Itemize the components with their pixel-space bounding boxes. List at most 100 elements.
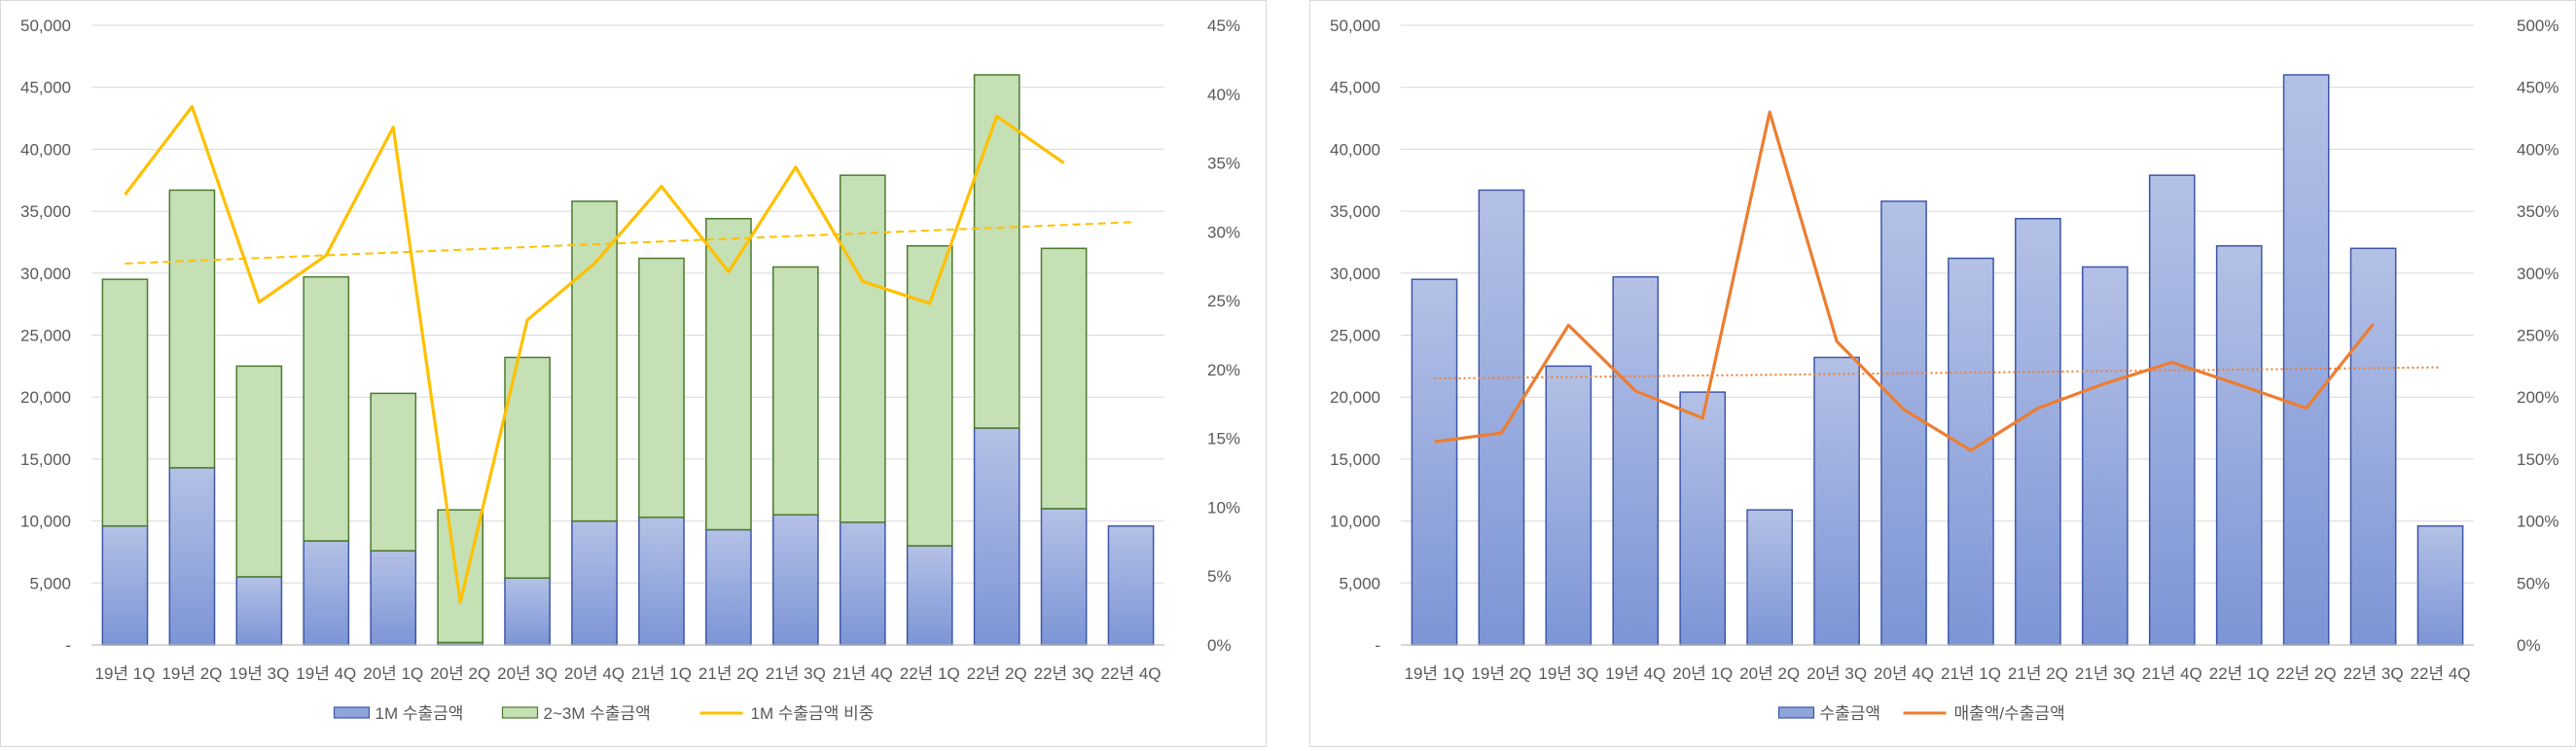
bar-secondary — [437, 509, 484, 644]
y-right-tick-label: 25% — [1207, 292, 1240, 310]
series-line — [124, 104, 1065, 604]
x-tick-label: 20년 2Q — [430, 664, 490, 683]
bar-primary — [370, 550, 417, 646]
x-tick-label: 22년 4Q — [2411, 664, 2471, 683]
chart-panel-left: - 5,000 10,000 15,000 20,000 25,000 30,000 35,0… — [0, 0, 1267, 747]
y-right-tick-label: 50% — [2517, 574, 2550, 592]
bar-secondary — [235, 365, 283, 578]
bar-secondary — [504, 356, 551, 579]
y-left-tick-label: 15,000 — [1330, 450, 1380, 469]
bar-primary — [1813, 356, 1860, 646]
y-right-tick-label: 450% — [2517, 79, 2558, 97]
y-left-tick-label: 45,000 — [1330, 79, 1380, 97]
bar-primary — [1040, 508, 1088, 646]
x-tick-label: 20년 1Q — [363, 664, 423, 683]
bar-primary — [1612, 275, 1660, 646]
bar-primary — [973, 427, 1020, 646]
y-left-tick-label: 30,000 — [20, 265, 71, 283]
y-right-tick-label: 250% — [2517, 327, 2558, 345]
bar-primary — [906, 545, 953, 646]
y-left-tick-label: 5,000 — [29, 574, 71, 592]
x-tick-label: 21년 4Q — [2142, 664, 2202, 683]
legend-swatch — [501, 706, 539, 719]
legend-label: 1M 수출금액 비중 — [751, 704, 875, 723]
bar-primary — [101, 524, 149, 646]
x-tick-label: 19년 3Q — [1538, 664, 1598, 683]
bar-primary — [638, 517, 685, 646]
legend-swatch — [333, 706, 371, 719]
bar-primary — [571, 519, 618, 646]
bar-secondary — [705, 217, 752, 531]
x-tick-label: 21년 4Q — [833, 664, 893, 683]
x-tick-label: 21년 1Q — [1941, 664, 2001, 683]
trendline — [125, 221, 1131, 265]
x-tick-label: 19년 3Q — [229, 664, 289, 683]
x-tick-label: 20년 1Q — [1672, 664, 1733, 683]
x-tick-label: 19년 4Q — [296, 664, 356, 683]
x-tick-label: 21년 2Q — [698, 664, 759, 683]
y-left-tick-label: 20,000 — [20, 388, 71, 407]
y-right-tick-label: 0% — [1207, 636, 1232, 655]
bar-primary — [1746, 509, 1794, 646]
x-tick-label: 21년 3Q — [2075, 664, 2135, 683]
x-tick-label: 20년 4Q — [564, 664, 625, 683]
bar-secondary — [1040, 247, 1088, 510]
bar-secondary — [571, 200, 618, 522]
bar-secondary — [303, 275, 350, 542]
y-right-tick-label: 100% — [2517, 513, 2558, 531]
bar-primary — [2416, 524, 2464, 646]
bar-primary — [1411, 278, 1458, 646]
x-tick-label: 22년 1Q — [2209, 664, 2270, 683]
x-tick-label: 19년 2Q — [1471, 664, 1531, 683]
y-left-tick-label: 40,000 — [1330, 140, 1380, 159]
series-line — [1434, 110, 2375, 452]
bar-secondary — [973, 74, 1020, 429]
y-right-tick-label: 40% — [1207, 86, 1240, 104]
y-right-tick-label: 5% — [1207, 567, 1232, 586]
y-left-tick-label: 15,000 — [20, 450, 71, 469]
bar-secondary — [101, 278, 149, 527]
y-right-tick-label: 200% — [2517, 388, 2558, 407]
bar-primary — [504, 577, 551, 646]
y-right-tick-label: 350% — [2517, 202, 2558, 221]
bar-primary — [1545, 365, 1592, 646]
y-right-tick-label: 30% — [1207, 223, 1240, 241]
x-tick-label: 22년 3Q — [2343, 664, 2404, 683]
bar-primary — [1107, 524, 1155, 646]
y-left-tick-label: 50,000 — [1330, 17, 1380, 35]
bar-primary — [1880, 200, 1927, 646]
legend-label: 2~3M 수출금액 — [544, 704, 651, 723]
y-left-tick-label: 10,000 — [20, 513, 71, 531]
legend-label: 수출금액 — [1820, 704, 1881, 723]
y-right-tick-label: 15% — [1207, 430, 1240, 448]
y-right-tick-label: 500% — [2517, 17, 2558, 35]
x-tick-label: 19년 4Q — [1605, 664, 1665, 683]
x-tick-label: 22년 4Q — [1101, 664, 1162, 683]
bar-primary — [771, 514, 819, 646]
y-right-tick-label: 300% — [2517, 265, 2558, 283]
x-tick-label: 22년 1Q — [900, 664, 960, 683]
bar-secondary — [638, 257, 685, 519]
y-right-tick-label: 10% — [1207, 498, 1240, 517]
chart-left: - 5,000 10,000 15,000 20,000 25,000 30,000 35,0… — [20, 17, 1240, 723]
x-tick-label: 19년 2Q — [161, 664, 222, 683]
bar-secondary — [839, 174, 886, 523]
x-tick-label: 21년 1Q — [631, 664, 692, 683]
x-tick-label: 22년 2Q — [2276, 664, 2337, 683]
bar-primary — [839, 521, 886, 646]
bar-primary — [2015, 217, 2061, 646]
y-left-tick-label: 10,000 — [1330, 513, 1380, 531]
x-tick-label: 20년 3Q — [497, 664, 557, 683]
bar-primary — [2081, 266, 2129, 646]
y-right-tick-label: 45% — [1207, 17, 1240, 35]
chart-panel-right: - 5,000 10,000 15,000 20,000 25,000 30,000 35,0… — [1309, 0, 2576, 747]
y-right-tick-label: 400% — [2517, 140, 2558, 159]
bar-primary — [1679, 391, 1727, 646]
x-tick-label: 20년 2Q — [1739, 664, 1800, 683]
bar-primary — [2148, 174, 2196, 646]
bar-secondary — [370, 392, 417, 552]
y-left-tick-label: 5,000 — [1339, 574, 1380, 592]
y-left-tick-label: 25,000 — [20, 327, 71, 345]
y-left-tick-label: 30,000 — [1330, 265, 1380, 283]
y-right-tick-label: 35% — [1207, 155, 1240, 173]
